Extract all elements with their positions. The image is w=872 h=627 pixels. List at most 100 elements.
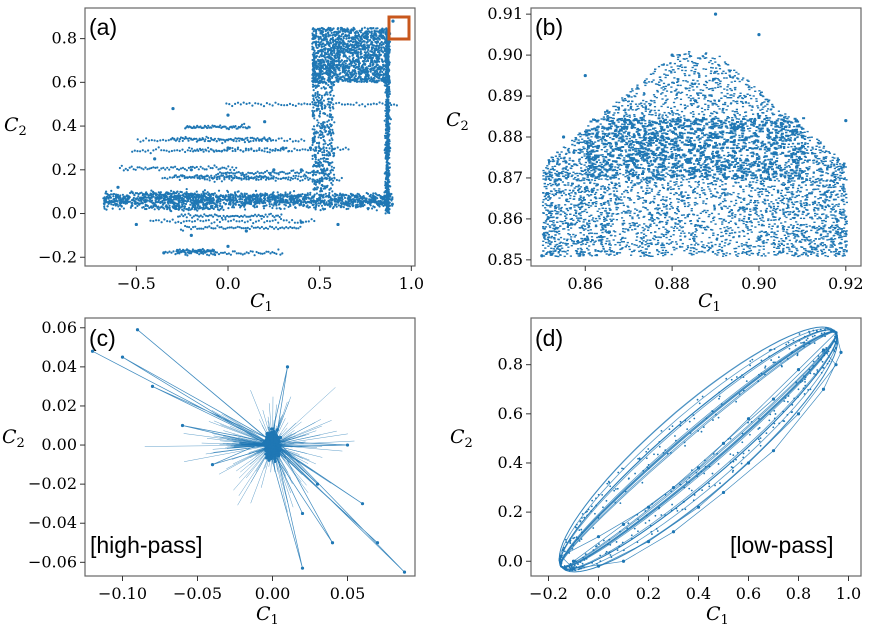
trajectory-point [387, 188, 390, 191]
trajectory-point [349, 29, 352, 32]
trajectory-point [215, 149, 218, 152]
trajectory-point [360, 78, 363, 81]
trajectory-point [254, 172, 257, 175]
trajectory-point [387, 179, 390, 182]
trajectory-point [317, 142, 321, 145]
trajectory-point [387, 63, 390, 67]
trajectory-point [334, 204, 337, 207]
trajectory-point [362, 32, 365, 35]
trajectory-point [327, 130, 330, 133]
trajectory-point [254, 102, 257, 105]
trajectory-point [336, 146, 339, 149]
trajectory-point [212, 149, 215, 152]
trajectory-point [272, 204, 275, 207]
trajectory-point [345, 37, 348, 40]
trajectory-point [120, 199, 123, 202]
trajectory-point [212, 227, 215, 230]
trajectory-point [272, 175, 275, 178]
trajectory-point [171, 201, 174, 204]
trajectory-point [183, 199, 186, 202]
trajectory-point [315, 164, 318, 167]
trajectory-point [240, 202, 243, 205]
trajectory-point [239, 149, 242, 152]
trajectory-point [286, 172, 289, 175]
trajectory-point [162, 199, 165, 202]
trajectory-point [345, 207, 348, 211]
trajectory-point [298, 204, 301, 207]
trajectory-point [324, 160, 327, 163]
trajectory-point [322, 86, 325, 89]
trajectory-point [314, 171, 317, 174]
trajectory-point [217, 253, 221, 256]
trajectory-point [276, 197, 280, 200]
trajectory-point [386, 198, 390, 202]
trajectory-point [327, 194, 330, 198]
trajectory-point [381, 70, 384, 74]
trajectory-point [360, 72, 363, 75]
trajectory-point [272, 194, 275, 197]
trajectory-point [386, 113, 389, 116]
trajectory-point [349, 196, 352, 199]
trajectory-point [387, 51, 390, 54]
trajectory-point [258, 172, 261, 175]
trajectory-point [313, 153, 316, 156]
trajectory-point [257, 194, 260, 197]
trajectory-point [308, 201, 311, 204]
trajectory-point [335, 45, 338, 48]
trajectory-point [275, 204, 278, 207]
trajectory-point [217, 149, 220, 152]
trajectory-point [343, 71, 346, 74]
trajectory-point [144, 204, 147, 207]
trajectory-point [247, 149, 250, 152]
trajectory-point [336, 67, 339, 70]
trajectory-point [232, 206, 236, 209]
trajectory-point [201, 201, 205, 204]
trajectory-point [152, 149, 155, 152]
trajectory-point [318, 160, 321, 163]
trajectory-point [370, 30, 373, 33]
trajectory-point [140, 196, 143, 199]
trajectory-point [330, 85, 333, 88]
trajectory-point [327, 48, 330, 51]
trajectory-point [257, 251, 260, 255]
trajectory-point [329, 123, 332, 126]
trajectory-point [320, 122, 323, 125]
trajectory-point [311, 154, 314, 157]
trajectory-point [385, 125, 388, 128]
trajectory-point [208, 202, 211, 205]
trajectory-point [312, 165, 315, 168]
trajectory-point [336, 75, 339, 78]
trajectory-point [172, 250, 175, 253]
trajectory-point [321, 183, 324, 187]
trajectory-point [371, 43, 374, 46]
trajectory-point [329, 198, 332, 201]
trajectory-point [328, 113, 331, 116]
trajectory-point [266, 196, 269, 199]
trajectory-point [176, 197, 179, 200]
trajectory-point [279, 253, 282, 256]
trajectory-point [244, 149, 247, 152]
trajectory-point [241, 123, 244, 126]
trajectory-point [377, 44, 381, 48]
trajectory-point [373, 74, 376, 77]
trajectory-point [207, 150, 210, 153]
trajectory-point [131, 150, 134, 153]
trajectory-point [311, 195, 314, 198]
data-point [308, 146, 313, 150]
trajectory-point [312, 95, 315, 98]
trajectory-point [346, 203, 349, 206]
trajectory-point [317, 149, 320, 153]
trajectory-point [316, 52, 319, 55]
trajectory-point [316, 124, 319, 127]
trajectory-point [277, 103, 280, 106]
trajectory-point [280, 201, 283, 204]
trajectory-point [191, 248, 194, 251]
trajectory-point [249, 250, 252, 253]
trajectory-point [206, 126, 209, 130]
trajectory-point [197, 203, 200, 206]
trajectory-point [296, 149, 299, 152]
trajectory-point [212, 199, 215, 202]
trajectory-point [369, 50, 372, 53]
trajectory-point [320, 87, 323, 90]
trajectory-point [206, 226, 209, 229]
